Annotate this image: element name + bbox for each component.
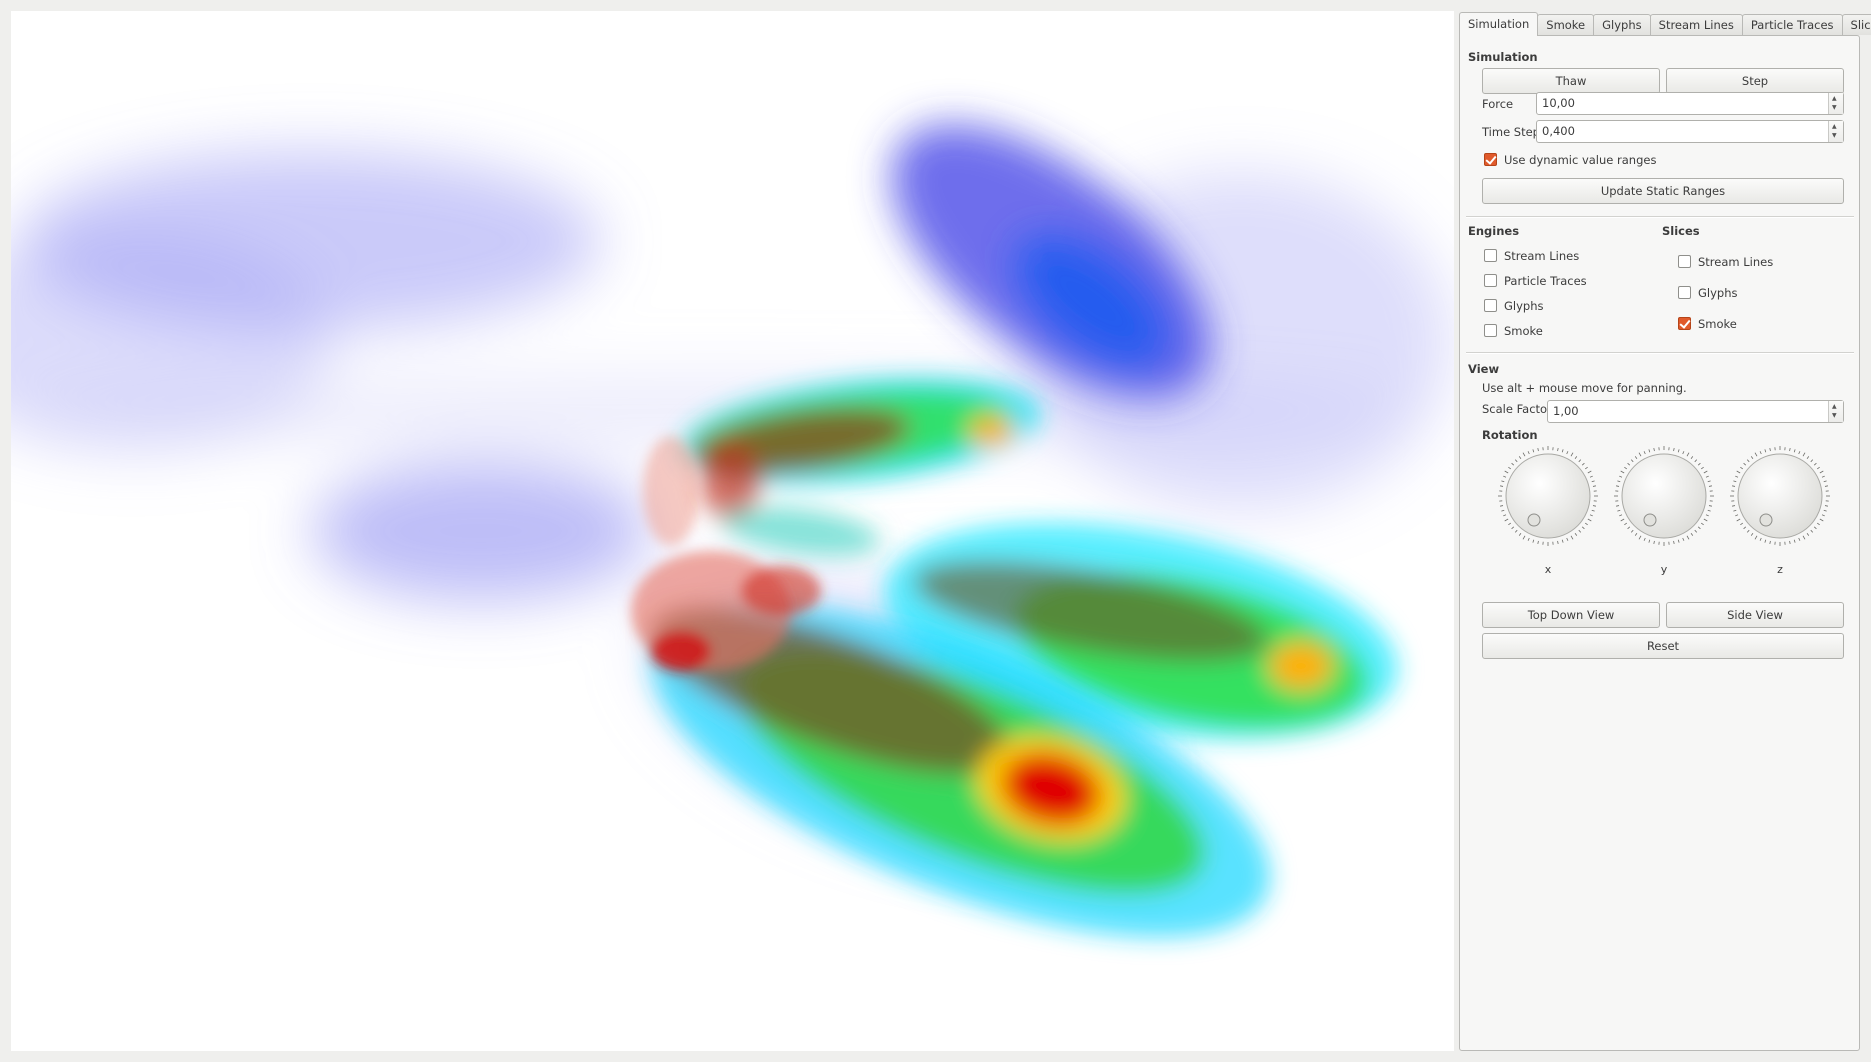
arrow-up-icon[interactable]: ▲ [1832, 95, 1837, 102]
rotation-x-dial[interactable] [1496, 444, 1600, 548]
force-label: Force [1482, 97, 1514, 111]
tab-smoke[interactable]: Smoke [1537, 14, 1595, 35]
engines-section-title: Engines [1468, 224, 1520, 238]
engine-smoke-label[interactable]: Smoke [1504, 324, 1543, 338]
slices-section-title: Slices [1662, 224, 1700, 238]
control-panel: Simulation Smoke Glyphs Stream Lines Par… [1459, 12, 1871, 1052]
slice-smoke-checkbox[interactable] [1678, 317, 1691, 330]
tab-slices[interactable]: Slices [1841, 14, 1871, 35]
timestep-spinbox[interactable]: 0,400 ▲ ▼ [1536, 120, 1844, 143]
slice-smoke-label[interactable]: Smoke [1698, 317, 1737, 331]
engine-smoke-checkbox[interactable] [1484, 324, 1497, 337]
tab-stream-lines[interactable]: Stream Lines [1649, 14, 1743, 35]
rotation-y-label: y [1660, 563, 1668, 576]
panning-hint: Use alt + mouse move for panning. [1482, 381, 1687, 395]
simulation-section-title: Simulation [1468, 50, 1538, 64]
step-button[interactable]: Step [1666, 68, 1844, 94]
scale-factor-label: Scale Factor [1482, 402, 1552, 416]
visualization-viewport[interactable] [11, 11, 1454, 1051]
thaw-button[interactable]: Thaw [1482, 68, 1660, 94]
view-section-title: View [1468, 362, 1500, 376]
arrow-down-icon[interactable]: ▼ [1832, 132, 1837, 139]
arrow-up-icon[interactable]: ▲ [1832, 403, 1837, 410]
upper-plume [681, 377, 1041, 556]
side-view-button[interactable]: Side View [1666, 602, 1844, 628]
dial-graphic[interactable] [1496, 444, 1600, 548]
update-static-ranges-button[interactable]: Update Static Ranges [1482, 178, 1844, 204]
dial-graphic[interactable] [1612, 444, 1716, 548]
timestep-stepper-arrows[interactable]: ▲ ▼ [1828, 121, 1843, 142]
force-value[interactable]: 10,00 [1542, 96, 1575, 110]
rotation-title: Rotation [1482, 428, 1538, 442]
rotation-y-dial[interactable] [1612, 444, 1716, 548]
top-down-view-button[interactable]: Top Down View [1482, 602, 1660, 628]
rotation-z-dial[interactable] [1728, 444, 1832, 548]
slice-glyphs-label[interactable]: Glyphs [1698, 286, 1738, 300]
arrow-down-icon[interactable]: ▼ [1832, 412, 1837, 419]
engine-glyphs-label[interactable]: Glyphs [1504, 299, 1544, 313]
engine-particle-traces-label[interactable]: Particle Traces [1504, 274, 1587, 288]
slice-glyphs-checkbox[interactable] [1678, 286, 1691, 299]
engine-glyphs-checkbox[interactable] [1484, 299, 1497, 312]
arrow-down-icon[interactable]: ▼ [1832, 104, 1837, 111]
separator [1466, 216, 1854, 218]
arrow-up-icon[interactable]: ▲ [1832, 123, 1837, 130]
force-stepper-arrows[interactable]: ▲ ▼ [1828, 93, 1843, 114]
dial-graphic[interactable] [1728, 444, 1832, 548]
separator [1466, 352, 1854, 354]
tab-particle-traces[interactable]: Particle Traces [1741, 14, 1843, 35]
engine-stream-lines-label[interactable]: Stream Lines [1504, 249, 1580, 263]
rotation-z-label: z [1777, 563, 1783, 576]
slice-stream-lines-label[interactable]: Stream Lines [1698, 255, 1774, 269]
tab-simulation[interactable]: Simulation [1459, 12, 1539, 36]
dynamic-ranges-label[interactable]: Use dynamic value ranges [1504, 153, 1657, 167]
tab-glyphs[interactable]: Glyphs [1593, 14, 1651, 35]
force-spinbox[interactable]: 10,00 ▲ ▼ [1536, 92, 1844, 115]
simulation-tab-pane: Simulation Thaw Step Force 10,00 ▲ ▼ Time… [1459, 35, 1860, 1051]
smoke-render [11, 124, 1451, 938]
dynamic-ranges-checkbox[interactable] [1484, 153, 1497, 166]
timestep-value[interactable]: 0,400 [1542, 124, 1575, 138]
timestep-label: Time Step [1482, 125, 1540, 139]
blue-vortex [891, 124, 1211, 398]
engine-stream-lines-checkbox[interactable] [1484, 249, 1497, 262]
reset-button[interactable]: Reset [1482, 633, 1844, 659]
scale-factor-spinbox[interactable]: 1,00 ▲ ▼ [1547, 400, 1844, 423]
scale-stepper-arrows[interactable]: ▲ ▼ [1828, 401, 1843, 422]
scale-factor-value[interactable]: 1,00 [1553, 404, 1579, 418]
tab-bar: Simulation Smoke Glyphs Stream Lines Par… [1459, 12, 1871, 36]
engine-particle-traces-checkbox[interactable] [1484, 274, 1497, 287]
rotation-x-label: x [1544, 563, 1552, 576]
slice-stream-lines-checkbox[interactable] [1678, 255, 1691, 268]
red-inflow [631, 436, 821, 671]
